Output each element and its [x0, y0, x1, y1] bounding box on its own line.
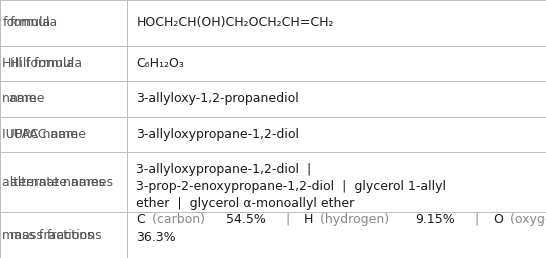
Text: Hill formula: Hill formula: [10, 57, 82, 70]
Bar: [127, 0, 546, 46]
Text: C: C: [136, 213, 145, 226]
Bar: [0, 212, 127, 258]
Bar: [127, 46, 546, 81]
Text: 3-allyloxypropane-1,2-diol: 3-allyloxypropane-1,2-diol: [136, 128, 300, 141]
Text: 3-prop-2-enoxypropane-1,2-diol  |  glycerol 1-allyl: 3-prop-2-enoxypropane-1,2-diol | glycero…: [136, 180, 447, 193]
Text: mass fractions: mass fractions: [10, 229, 102, 242]
Text: 3-allyloxypropane-1,2-diol  |: 3-allyloxypropane-1,2-diol |: [136, 163, 312, 176]
Text: alternate names: alternate names: [2, 176, 105, 189]
Bar: [127, 117, 546, 152]
Text: 54.5%: 54.5%: [227, 213, 266, 226]
Bar: [127, 81, 546, 117]
Text: H: H: [304, 213, 313, 226]
Bar: [0, 81, 127, 117]
Bar: [127, 152, 546, 212]
Text: ether  |  glycerol α-monoallyl ether: ether | glycerol α-monoallyl ether: [136, 197, 355, 210]
Text: alternate names: alternate names: [10, 176, 113, 189]
Text: formula: formula: [10, 16, 58, 29]
Text: name: name: [10, 92, 45, 106]
Text: 36.3%: 36.3%: [136, 231, 176, 244]
Bar: [0, 117, 127, 152]
Text: O: O: [493, 213, 503, 226]
Bar: [0, 152, 127, 212]
Text: 9.15%: 9.15%: [416, 213, 455, 226]
Bar: [0, 0, 127, 46]
Text: name: name: [2, 92, 38, 106]
Text: HOCH₂CH(OH)CH₂OCH₂CH=CH₂: HOCH₂CH(OH)CH₂OCH₂CH=CH₂: [136, 16, 334, 29]
Text: |: |: [467, 213, 487, 226]
Bar: [127, 212, 546, 258]
Text: C₆H₁₂O₃: C₆H₁₂O₃: [136, 57, 185, 70]
Text: IUPAC name: IUPAC name: [2, 128, 78, 141]
Text: Hill formula: Hill formula: [2, 57, 74, 70]
Text: 3-allyloxy-1,2-propanediol: 3-allyloxy-1,2-propanediol: [136, 92, 299, 106]
Text: (hydrogen): (hydrogen): [316, 213, 393, 226]
Text: formula: formula: [2, 16, 51, 29]
Text: (oxygen): (oxygen): [506, 213, 546, 226]
Text: mass fractions: mass fractions: [2, 229, 94, 242]
Text: IUPAC name: IUPAC name: [10, 128, 86, 141]
Bar: [0, 46, 127, 81]
Text: (carbon): (carbon): [148, 213, 209, 226]
Text: |: |: [278, 213, 298, 226]
